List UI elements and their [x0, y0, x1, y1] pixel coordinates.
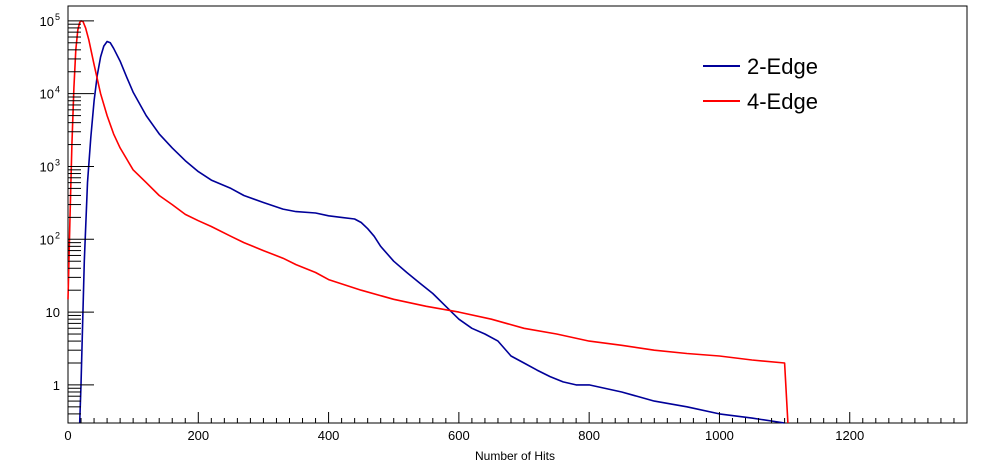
- x-tick-label: 200: [187, 428, 209, 443]
- series-line-2-edge: [78, 40, 785, 424]
- legend-label-2-edge: 2-Edge: [747, 54, 818, 79]
- x-tick-label: 600: [448, 428, 470, 443]
- y-tick-label: 10: [40, 159, 54, 174]
- x-axis: 0 200 400 600 800 1000 1200: [64, 412, 968, 443]
- y-tick-label: 1: [53, 378, 60, 393]
- legend-label-4-edge: 4-Edge: [747, 89, 818, 114]
- x-tick-label: 1000: [705, 428, 734, 443]
- y-tick-exponent: 2: [55, 230, 60, 240]
- plot-frame: [67, 5, 968, 424]
- y-tick-label: 10: [40, 14, 54, 29]
- x-tick-label: 400: [318, 428, 340, 443]
- y-tick-exponent: 5: [55, 12, 60, 22]
- y-tick-exponent: 3: [55, 157, 60, 167]
- x-axis-title: Number of Hits: [475, 449, 555, 463]
- y-tick-label: 10: [46, 305, 60, 320]
- x-tick-label: 1200: [835, 428, 864, 443]
- x-tick-label: 800: [578, 428, 600, 443]
- series-layer: [67, 20, 789, 424]
- y-tick-label: 10: [40, 87, 54, 102]
- y-tick-label: 10: [40, 232, 54, 247]
- series-line-4-edge: [67, 20, 789, 424]
- y-tick-exponent: 4: [55, 85, 60, 95]
- legend: 2-Edge 4-Edge: [703, 54, 818, 114]
- x-tick-label: 0: [64, 428, 71, 443]
